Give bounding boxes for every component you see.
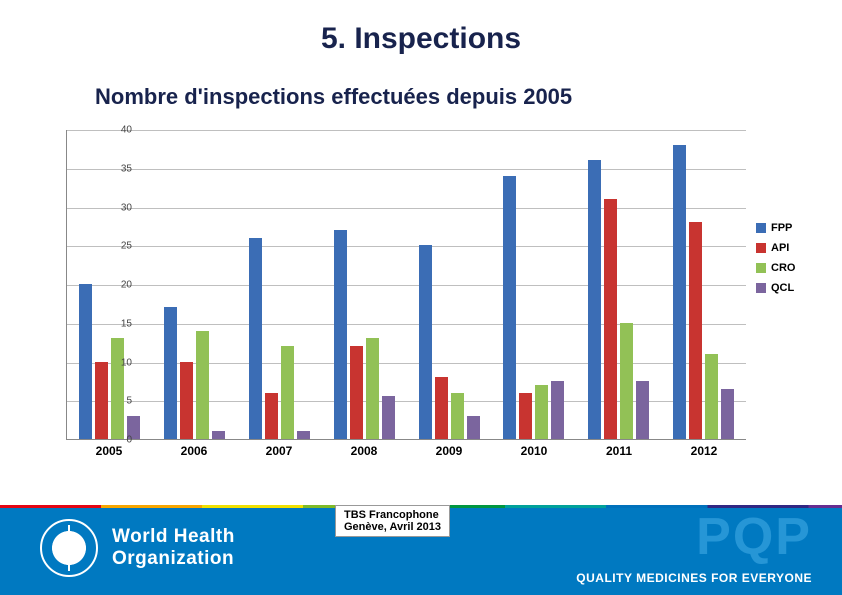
bar-api [689,222,702,439]
bar-fpp [164,307,177,439]
chart-subtitle: Nombre d'inspections effectuées depuis 2… [95,84,842,110]
who-brand: World Health Organization [40,519,235,577]
bar-fpp [334,230,347,439]
bar-qcl [297,431,310,439]
y-tick-label: 40 [108,125,132,136]
bar-fpp [588,160,601,439]
legend-swatch-icon [756,283,766,293]
x-tick-label: 2009 [407,444,492,458]
y-tick-label: 15 [108,318,132,329]
bar-cro [196,331,209,440]
bar-fpp [503,176,516,440]
bar-group [576,130,661,439]
who-text-line1: World Health [112,526,235,548]
bar-fpp [79,284,92,439]
y-tick-label: 5 [108,396,132,407]
legend-label: QCL [771,282,794,294]
x-tick-label: 2008 [322,444,407,458]
page-title: 5. Inspections [0,0,842,56]
y-tick-label: 10 [108,357,132,368]
legend-item: API [756,242,816,254]
bar-cro [451,393,464,440]
bar-cro [366,338,379,439]
bar-api [435,377,448,439]
legend-swatch-icon [756,263,766,273]
bar-qcl [721,389,734,439]
bar-cro [535,385,548,439]
y-tick-label: 35 [108,163,132,174]
chart-legend: FPP API CRO QCL [756,222,816,302]
x-tick-label: 2012 [662,444,747,458]
legend-label: CRO [771,262,795,274]
bar-qcl [551,381,564,439]
bar-group [152,130,237,439]
bar-fpp [249,238,262,440]
caption-line-1: TBS Francophone [344,509,441,521]
who-logo-icon [40,519,98,577]
x-tick-label: 2006 [152,444,237,458]
bar-api [519,393,532,440]
bar-group [661,130,746,439]
bar-qcl [212,431,225,439]
x-tick-label: 2007 [237,444,322,458]
pqp-wordmark: PQP [696,511,812,563]
legend-swatch-icon [756,243,766,253]
legend-label: FPP [771,222,792,234]
legend-swatch-icon [756,223,766,233]
bar-cro [111,338,124,439]
bar-api [95,362,108,440]
bar-cro [620,323,633,439]
bar-group [237,130,322,439]
x-tick-label: 2011 [577,444,662,458]
legend-item: QCL [756,282,816,294]
bar-api [350,346,363,439]
y-tick-label: 20 [108,280,132,291]
bar-qcl [382,396,395,439]
y-tick-label: 30 [108,202,132,213]
bar-cro [705,354,718,439]
caption-line-2: Genève, Avril 2013 [344,521,441,533]
footer-tagline: QUALITY MEDICINES FOR EVERYONE [576,571,812,585]
x-tick-label: 2005 [67,444,152,458]
bar-cro [281,346,294,439]
bar-fpp [673,145,686,440]
who-text-line2: Organization [112,548,235,570]
bar-group [322,130,407,439]
bar-group [407,130,492,439]
legend-label: API [771,242,789,254]
bar-group [491,130,576,439]
bar-api [265,393,278,440]
legend-item: FPP [756,222,816,234]
bar-fpp [419,245,432,439]
caption-box: TBS Francophone Genève, Avril 2013 [335,505,450,537]
x-tick-label: 2010 [492,444,577,458]
bar-api [604,199,617,439]
bar-qcl [467,416,480,439]
y-tick-label: 25 [108,241,132,252]
bar-qcl [636,381,649,439]
bar-api [180,362,193,440]
legend-item: CRO [756,262,816,274]
inspections-chart: FPPAPICROQCL 051015202530354020052006200… [38,130,818,470]
